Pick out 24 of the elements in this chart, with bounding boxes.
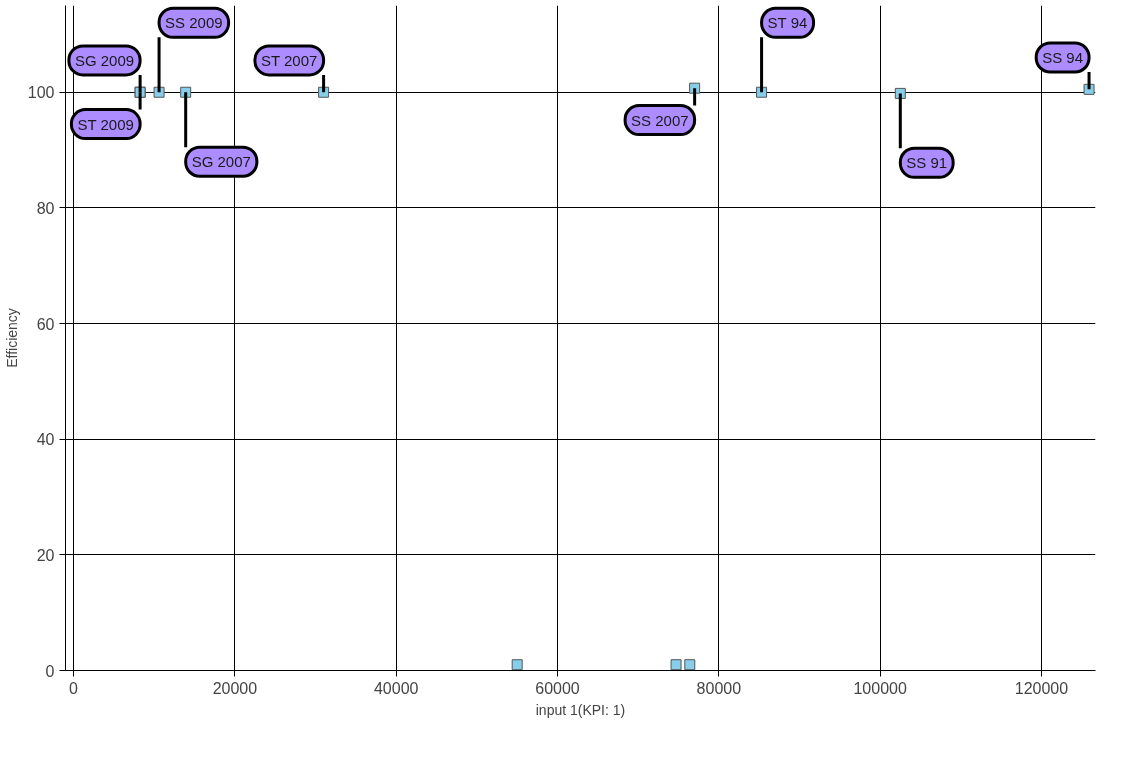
y-tick-label: 0 xyxy=(45,662,55,680)
annotation: ST 2009 xyxy=(77,115,134,133)
x-tick-label: 60000 xyxy=(535,679,580,697)
y-tick-label: 40 xyxy=(36,431,55,449)
x-tick-label: 0 xyxy=(69,679,79,697)
annotation: SS 2009 xyxy=(165,14,223,32)
y-axis-title: Efficiency xyxy=(3,308,20,368)
x-tick-label: 80000 xyxy=(696,679,742,697)
annotation: SG 2007 xyxy=(191,153,251,171)
x-tick-label: 100000 xyxy=(853,679,907,697)
annotation: ST 2007 xyxy=(260,51,318,69)
x-axis-title: input 1(KPI: 1) xyxy=(535,701,626,718)
annotation: SG 2009 xyxy=(74,51,135,69)
annotation: SS 2007 xyxy=(631,111,689,129)
x-tick-label: 120000 xyxy=(1014,679,1069,697)
y-tick-label: 80 xyxy=(36,199,55,217)
annotation: SS 94 xyxy=(1042,49,1084,66)
x-tick-label: 20000 xyxy=(212,679,258,697)
annotation: SS 91 xyxy=(906,154,948,172)
x-tick-label: 40000 xyxy=(373,679,419,697)
y-tick-label: 100 xyxy=(27,84,55,102)
y-tick-label: 20 xyxy=(36,546,55,564)
y-tick-label: 60 xyxy=(36,315,55,333)
annotation: ST 94 xyxy=(767,14,808,32)
